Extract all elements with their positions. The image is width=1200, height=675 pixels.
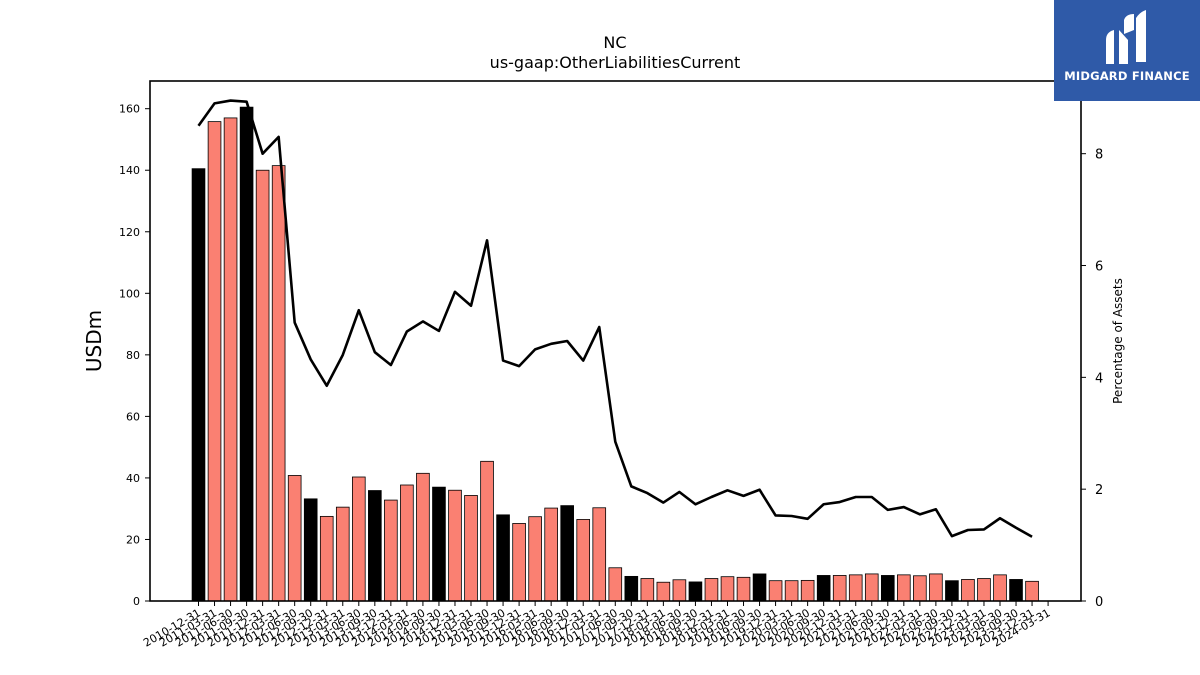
bar <box>624 575 639 602</box>
y-tick-label: 0 <box>133 595 140 608</box>
bar <box>544 507 558 602</box>
y-tick-label: 160 <box>119 103 140 116</box>
y2-tick-label: 8 <box>1095 148 1103 163</box>
bar <box>464 495 478 602</box>
bar <box>239 106 254 602</box>
bar <box>384 499 398 602</box>
bar <box>448 489 462 602</box>
logo-mark-icon <box>1106 10 1146 64</box>
bar <box>368 490 382 602</box>
y2-tick-label: 0 <box>1095 595 1103 610</box>
bar <box>351 476 366 602</box>
bar <box>416 472 430 602</box>
chart-subtitle: us-gaap:OtherLiabilitiesCurrent <box>490 53 741 72</box>
bar <box>880 575 895 602</box>
bar <box>303 498 318 602</box>
y2-tick-label: 4 <box>1095 371 1103 386</box>
bar <box>720 576 735 602</box>
bar <box>287 475 302 602</box>
bar <box>945 580 959 602</box>
bar <box>1025 580 1039 602</box>
bar <box>191 168 206 602</box>
bar <box>432 486 446 602</box>
bar <box>592 507 607 602</box>
bar <box>736 576 751 602</box>
chart-title: NC <box>603 33 626 52</box>
bar <box>800 579 815 602</box>
bar <box>560 505 574 602</box>
bar <box>897 574 911 602</box>
bar <box>704 578 719 602</box>
y-tick-label: 100 <box>119 287 140 300</box>
bar <box>656 581 671 602</box>
y-tick-label: 20 <box>126 533 140 546</box>
bar <box>929 573 943 602</box>
bar <box>223 117 238 602</box>
y-tick-label: 120 <box>119 226 140 239</box>
logo-text: MIDGARD FINANCE <box>1064 69 1190 83</box>
y-tick-label: 140 <box>119 164 140 177</box>
bar <box>1009 579 1023 602</box>
bar <box>913 575 927 602</box>
bar <box>608 567 623 602</box>
bar <box>688 581 703 602</box>
bar <box>496 514 510 602</box>
bar <box>993 574 1007 602</box>
bar <box>335 506 350 602</box>
bar <box>768 580 783 602</box>
bar <box>480 460 494 602</box>
bar <box>832 575 847 602</box>
bar <box>640 578 655 602</box>
bar <box>848 574 863 602</box>
y-tick-label: 40 <box>126 472 140 485</box>
bar <box>400 484 414 602</box>
bar <box>576 519 591 602</box>
y2-tick-label: 2 <box>1095 483 1103 498</box>
bar <box>271 165 286 602</box>
bar <box>961 579 975 602</box>
midgard-finance-logo: MIDGARD FINANCE <box>1054 0 1200 101</box>
bar <box>255 169 270 602</box>
bar <box>672 579 687 602</box>
bar <box>784 580 799 602</box>
bar <box>512 523 526 602</box>
bar <box>319 515 334 602</box>
axes-layer: 020406080100120140160024682010-12-312011… <box>119 80 1103 650</box>
bar <box>207 121 222 602</box>
bars-layer <box>191 106 1039 602</box>
y2-axis-label: Percentage of Assets <box>1111 278 1125 404</box>
bar <box>816 575 831 602</box>
bar <box>528 516 542 602</box>
y2-tick-label: 6 <box>1095 260 1103 275</box>
y-tick-label: 60 <box>126 410 140 423</box>
line-layer <box>197 99 1033 538</box>
bar <box>977 578 991 602</box>
bar <box>864 573 879 602</box>
y-axis-label: USDm <box>82 310 106 372</box>
bar <box>752 573 767 602</box>
y-tick-label: 80 <box>126 349 140 362</box>
percentage-line <box>197 99 1033 538</box>
